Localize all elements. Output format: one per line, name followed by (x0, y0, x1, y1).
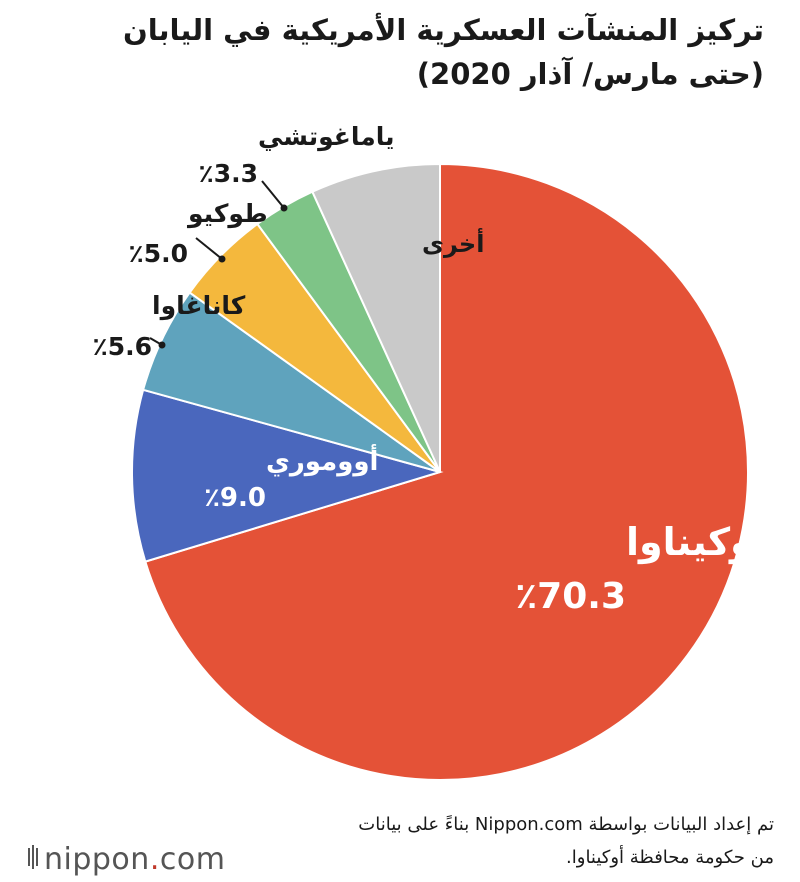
slice-5 (311, 162, 441, 473)
slice-0-value-label: ٪70.3 (515, 576, 626, 617)
chart-title: تركيز المنشآت العسكرية الأمريكية في اليا… (24, 8, 764, 96)
slice-0 (144, 162, 749, 781)
slice-3-value-label: ٪5.0 (128, 239, 188, 268)
slice-2-value-label: ٪5.6 (92, 332, 152, 361)
slice-2-label: كاناغاوا (152, 291, 246, 321)
slice-4-value-label: ٪3.3 (198, 159, 258, 188)
chart-title-line2: (حتى مارس/ آذار 2020) (416, 57, 764, 91)
nippon-logo: nippon. com (28, 836, 225, 882)
logo-brand: nippon (44, 841, 150, 877)
logo-suffix: com (159, 841, 226, 877)
slice-0-label: أوكيناوا (626, 517, 767, 565)
slice-1 (131, 388, 444, 563)
slice-3-leader-line (195, 237, 223, 260)
chart-title-line1: تركيز المنشآت العسكرية الأمريكية في اليا… (122, 13, 764, 47)
slice-2-leader-dot (158, 341, 166, 349)
source-line1: تم إعداد البيانات بواسطة Nippon.com بناء… (358, 814, 774, 835)
logo-dot: . (149, 841, 160, 877)
bamboo-bars-icon (28, 842, 38, 877)
pie-slices (131, 162, 749, 781)
slice-1-label: أووموري (266, 444, 378, 477)
pie-labels: أوكيناوا٪70.3 أووموري٪9.0 كاناغاوا٪5.6 طوكي… (92, 122, 766, 617)
slice-4-leader-dot (280, 204, 288, 212)
source-note: تم إعداد البيانات بواسطة Nippon.com بناء… (254, 808, 774, 874)
slice-3-leader-dot (218, 255, 226, 263)
slice-4-label: ياماغوتشي (258, 122, 395, 152)
source-line2: من حكومة محافظة أوكيناوا. (566, 847, 774, 868)
slice-5-label: أخرى (422, 228, 484, 258)
slice-4-leader-line (261, 180, 285, 209)
slice-3-label: طوكيو (186, 199, 268, 229)
slice-1-value-label: ٪9.0 (204, 483, 266, 513)
